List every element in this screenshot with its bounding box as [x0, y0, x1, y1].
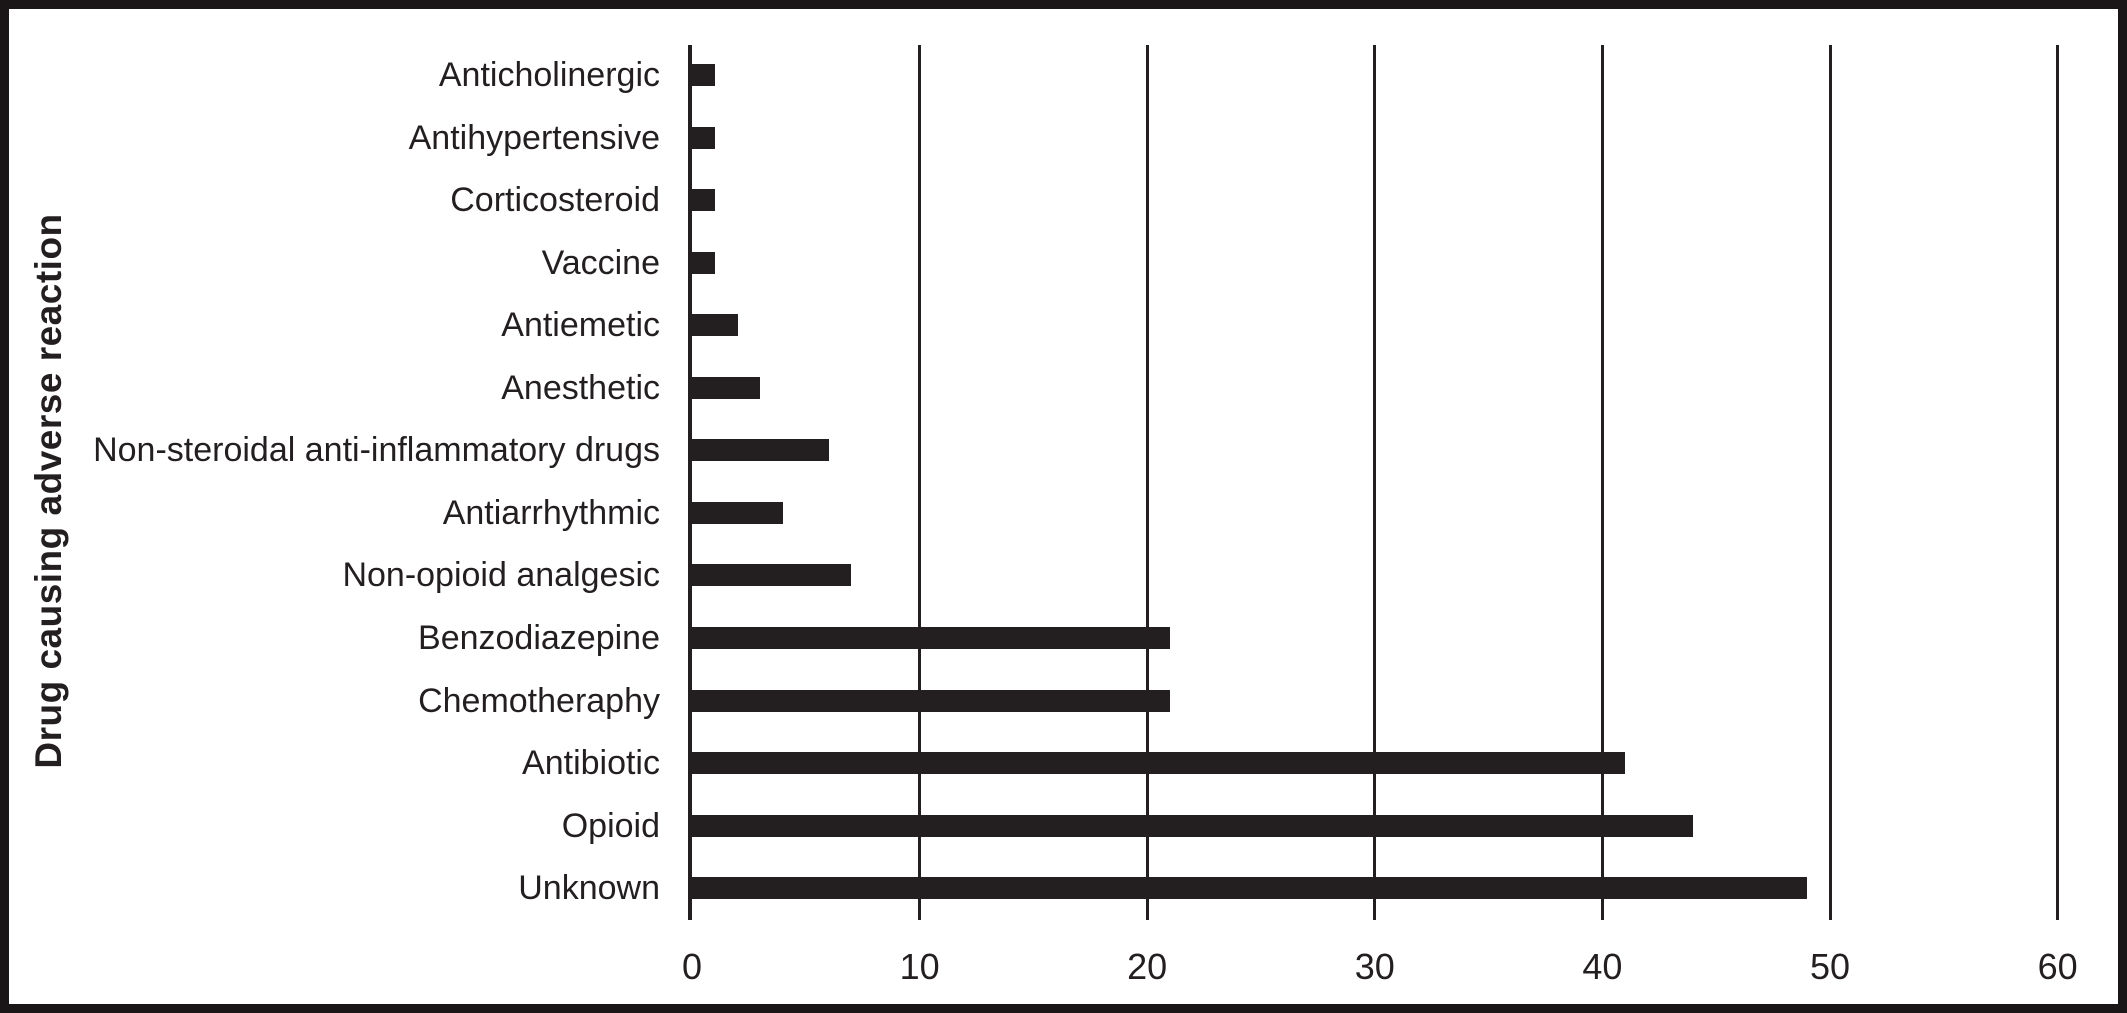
gridline-x-40: [1600, 45, 1604, 920]
gridline-x-10: [918, 45, 922, 920]
category-label: Benzodiazepine: [418, 618, 660, 657]
bar-corticosteroid: [692, 189, 715, 212]
x-tick-label: 50: [1809, 946, 1851, 987]
category-label: Chemotheraphy: [418, 681, 660, 720]
gridline-x-20: [1145, 45, 1149, 920]
bar-antihypertensive: [692, 126, 715, 149]
category-label: Non-opioid analgesic: [342, 556, 660, 595]
category-label: Antiarrhythmic: [442, 493, 660, 532]
category-label: Corticosteroid: [450, 181, 660, 220]
category-label: Vaccine: [541, 243, 660, 282]
bar-antiarrhythmic: [692, 501, 784, 524]
category-label: Anticholinergic: [438, 56, 660, 94]
category-label: Antiemetic: [501, 306, 660, 345]
gridline-x-30: [1373, 45, 1377, 920]
category-label: Opioid: [561, 806, 660, 845]
gridline-x-50: [1828, 45, 1832, 920]
x-tick-label: 10: [899, 946, 940, 987]
x-tick-label: 60: [2037, 946, 2078, 987]
category-label: Antihypertensive: [408, 118, 660, 157]
bar-non-opioid-analgesic: [692, 564, 852, 587]
bar-vaccine: [692, 251, 715, 274]
bar-unknown: [692, 877, 1808, 900]
category-label: Antibiotic: [522, 744, 660, 783]
x-tick-label: 40: [1582, 946, 1623, 987]
bar-anticholinergic: [692, 64, 715, 86]
bar-non-steroidal-anti-inflammatory-drugs: [692, 439, 829, 462]
x-tick-label: 20: [1127, 946, 1168, 987]
bar-antiemetic: [692, 314, 738, 337]
category-label: Anesthetic: [501, 368, 660, 407]
bar-chemotheraphy: [692, 689, 1170, 712]
category-label: Non-steroidal anti-inflammatory drugs: [93, 431, 660, 470]
category-label: Unknown: [518, 869, 660, 908]
bar-benzodiazepine: [692, 626, 1170, 649]
x-tick-label: 30: [1354, 946, 1395, 987]
x-tick-label: 0: [681, 946, 703, 987]
bar-opioid: [692, 814, 1694, 837]
bar-antibiotic: [692, 752, 1626, 775]
bar-anesthetic: [692, 376, 761, 399]
gridline-x-60: [2056, 45, 2060, 920]
y-axis-line: [688, 45, 692, 920]
